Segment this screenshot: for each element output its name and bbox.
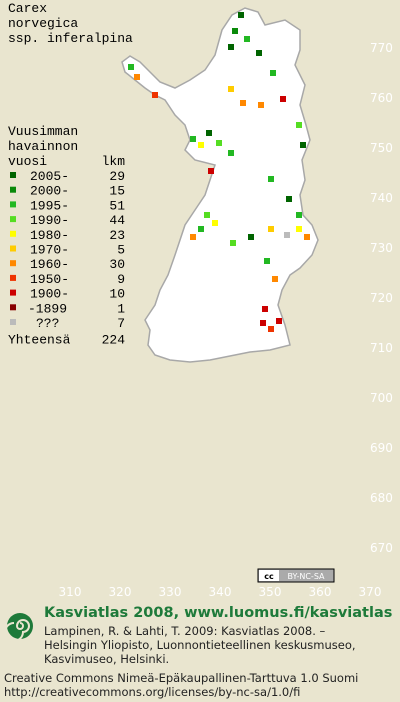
- legend-count: 15: [109, 184, 125, 199]
- legend-label: -1899: [28, 301, 67, 316]
- badge-symbol-box: [259, 570, 279, 581]
- legend-label: 1980-: [30, 228, 69, 243]
- observation-squares: [128, 12, 310, 332]
- legend-count: 10: [109, 287, 125, 302]
- x-grid-label: 350: [259, 585, 282, 599]
- finland-outline: [121, 7, 319, 363]
- legend-count: 5: [117, 243, 125, 258]
- legend-swatch: [10, 186, 16, 193]
- legend-swatch: [10, 216, 16, 223]
- legend-header: vuosi: [8, 154, 47, 169]
- title-line: ssp. inferalpina: [8, 31, 133, 46]
- legend-swatch: [10, 289, 16, 296]
- legend-count-header: lkm: [102, 154, 126, 169]
- legend-count: 29: [109, 169, 125, 184]
- y-grid-label: 680: [370, 491, 393, 505]
- legend-count: 51: [109, 198, 125, 213]
- badge-symbol: cc: [264, 572, 274, 581]
- license: http://creativecommons.org/licenses/by-n…: [4, 685, 300, 699]
- total-count: 224: [102, 333, 126, 348]
- legend-label: ???: [36, 316, 59, 331]
- legend-count: 23: [109, 228, 125, 243]
- badge-text: BY-NC-SA: [287, 572, 325, 581]
- legend-swatch: [10, 230, 16, 237]
- legend-count: 7: [117, 316, 125, 331]
- legend-label: 1970-: [30, 243, 69, 258]
- total-label: Yhteensä: [8, 333, 71, 348]
- x-grid-label: 310: [59, 585, 82, 599]
- legend-label: 2000-: [30, 184, 69, 199]
- y-grid-label: 700: [370, 391, 393, 405]
- legend-label: 1995-: [30, 198, 69, 213]
- y-grid-label: 730: [370, 241, 393, 255]
- legend-label: 2005-: [30, 169, 69, 184]
- y-grid-label: 670: [370, 541, 393, 555]
- citation: Helsingin Yliopisto, Luonnontieteellinen…: [44, 638, 356, 652]
- legend-header: Vuusimman: [8, 124, 78, 139]
- footer-title: Kasviatlas 2008, www.luomus.fi/kasviatla…: [44, 605, 392, 621]
- y-grid-label: 710: [370, 341, 393, 355]
- y-grid-label: 740: [370, 191, 393, 205]
- legend-swatch: [10, 172, 16, 178]
- legend-swatch: [10, 260, 16, 267]
- y-grid-label: 750: [370, 141, 393, 155]
- citation: Kasvimuseo, Helsinki.: [44, 652, 169, 666]
- legend-count: 1: [117, 301, 125, 316]
- legend-label: 1960-: [30, 257, 69, 272]
- y-grid-label: 770: [370, 41, 393, 55]
- y-grid-label: 690: [370, 441, 393, 455]
- x-grid-label: 360: [309, 585, 332, 599]
- license-badge: cc BY-NC-SA: [257, 568, 335, 583]
- legend-label: 1950-: [30, 272, 69, 287]
- y-grid-label: 720: [370, 291, 393, 305]
- legend-count: 30: [109, 257, 125, 272]
- legend-label: 1900-: [30, 287, 69, 302]
- logo: [4, 613, 33, 642]
- title-line: norvegica: [8, 16, 78, 31]
- legend-header: havainnon: [8, 139, 78, 154]
- x-grid-label: 330: [159, 585, 182, 599]
- title-line: Carex: [8, 1, 47, 16]
- legend-swatch: [10, 304, 16, 311]
- legend-swatch: [10, 319, 16, 325]
- legend-swatch: [10, 245, 16, 252]
- legend-label: 1990-: [30, 213, 69, 228]
- citation: Lampinen, R. & Lahti, T. 2009: Kasviatla…: [44, 624, 326, 638]
- x-grid-label: 370: [359, 585, 382, 599]
- legend-swatch: [10, 274, 16, 281]
- y-grid-label: 760: [370, 91, 393, 105]
- x-grid-label: 340: [209, 585, 232, 599]
- x-grid-label: 320: [109, 585, 132, 599]
- license: Creative Commons Nimeä-Epäkaupallinen-Ta…: [4, 671, 358, 685]
- legend-swatch: [10, 201, 16, 208]
- legend-count: 9: [117, 272, 125, 287]
- legend-count: 44: [109, 213, 125, 228]
